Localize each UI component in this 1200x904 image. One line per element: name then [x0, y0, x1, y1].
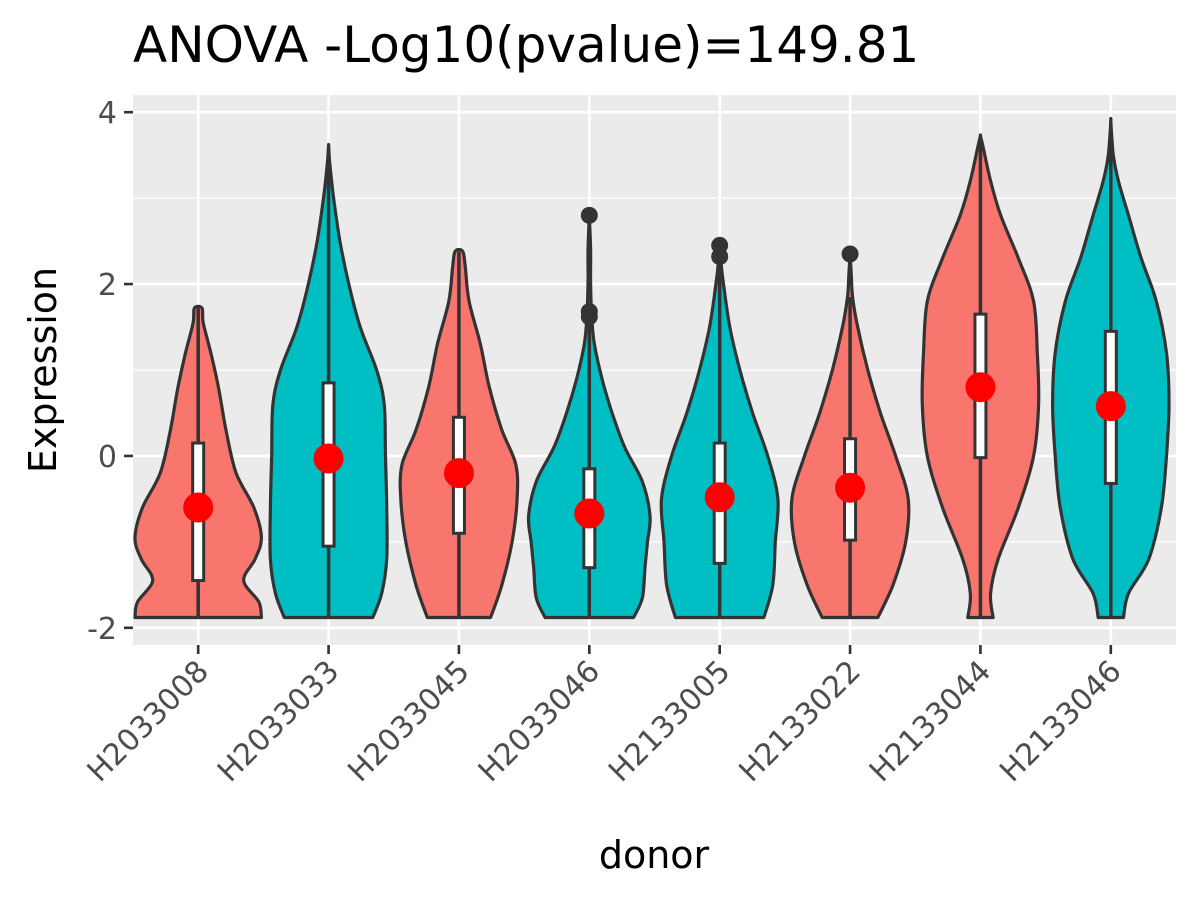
violin-H2133046	[1051, 116, 1171, 620]
outlier-point	[711, 236, 729, 254]
y-tick-label: 0	[98, 440, 117, 475]
mean-point	[1095, 391, 1126, 422]
mean-point	[183, 492, 214, 523]
x-tick-label: H2133005	[602, 654, 737, 789]
violin-H2133044	[920, 133, 1041, 620]
mean-point	[965, 372, 996, 403]
x-tick-label: H2033008	[81, 654, 216, 789]
y-axis-label: Expression	[21, 267, 65, 473]
mean-point	[313, 443, 344, 474]
violin-H2033046	[526, 206, 652, 620]
violin-H2033008	[133, 304, 264, 620]
mean-point	[443, 458, 474, 489]
x-tick-label: H2033033	[211, 654, 346, 789]
mean-point	[704, 482, 735, 513]
violin-H2133005	[659, 236, 780, 620]
x-tick-label: H2133044	[863, 654, 998, 789]
mean-point	[835, 472, 866, 503]
x-tick-label: H2133046	[993, 654, 1128, 789]
violin-H2033033	[268, 142, 389, 620]
violins	[133, 116, 1171, 620]
outlier-point	[580, 303, 598, 321]
x-tick-label: H2133022	[733, 654, 868, 789]
x-axis-label: donor	[599, 833, 710, 877]
mean-point	[574, 498, 605, 529]
outlier-point	[841, 245, 859, 263]
violin-H2133022	[789, 245, 911, 620]
x-tick-label: H2033046	[472, 654, 607, 789]
y-tick-label: 4	[98, 96, 117, 131]
outlier-point	[580, 206, 598, 224]
violin-H2033045	[398, 247, 520, 620]
y-tick-label: 2	[98, 268, 117, 303]
y-tick-label: -2	[87, 612, 117, 647]
x-tick-label: H2033045	[341, 654, 476, 789]
chart-title: ANOVA -Log10(pvalue)=149.81	[133, 16, 919, 74]
